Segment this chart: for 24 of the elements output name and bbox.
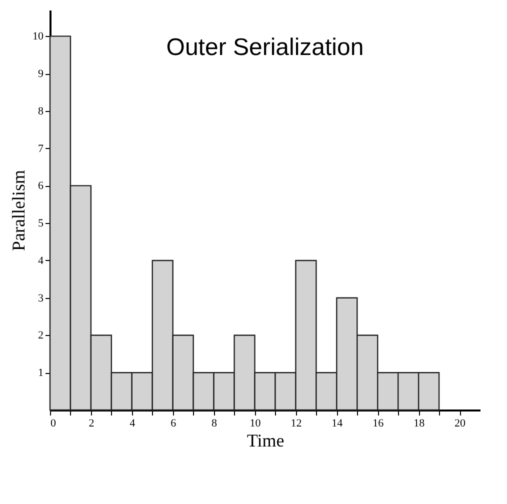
y-tick-label: 6 [38,180,44,192]
x-tick-label: 20 [454,418,466,430]
y-tick-label: 7 [38,142,44,155]
x-tick-label: 4 [130,418,136,430]
x-tick-label: 10 [250,418,262,430]
y-tick-label: 10 [32,30,44,43]
text: Outer Serialization [166,34,364,61]
x-tick-label: 0 [50,418,56,430]
y-axis-title: Parallelism [8,170,28,251]
x-tick-label: 2 [88,418,94,430]
x-tick-label: 16 [372,418,384,430]
x-axis-title: Time [246,430,284,450]
y-tick-label: 2 [38,330,44,342]
y-tick-label: 3 [38,292,44,304]
x-tick-label: 12 [290,418,302,430]
x-tick-label: 6 [170,418,177,430]
y-tick-label: 8 [38,105,44,118]
y-tick-label: 1 [38,367,44,380]
x-tick-label: 8 [212,418,218,430]
y-tick-label: 4 [38,254,44,267]
x-tick-label: 18 [414,418,426,430]
x-tick-label: 14 [332,418,344,430]
y-tick-label: 9 [38,68,44,80]
y-tick-label: 5 [38,218,44,230]
